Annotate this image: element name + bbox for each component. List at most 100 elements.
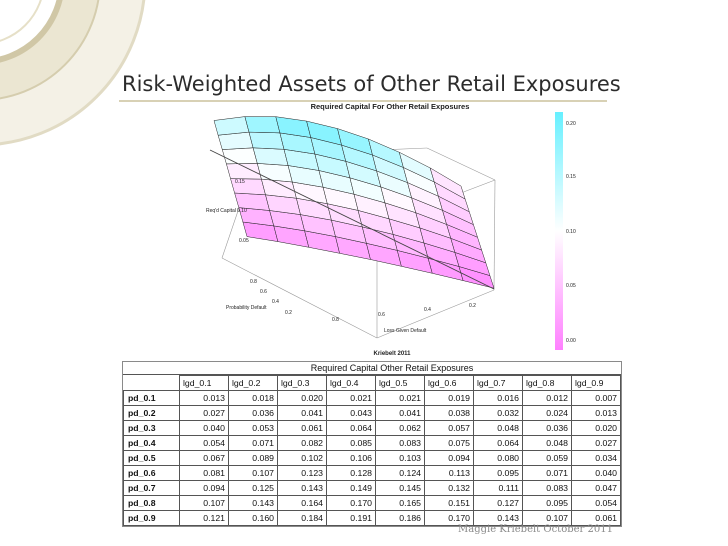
table-cell: 0.036 <box>522 420 572 436</box>
decor-circle-core <box>0 0 42 42</box>
table-cell: 0.128 <box>326 465 376 481</box>
table-cell: 0.019 <box>424 390 474 406</box>
table-cell: 0.021 <box>375 390 425 406</box>
y-tick: 0.4 <box>272 299 279 305</box>
surface-patch <box>248 131 285 150</box>
table-cell: 0.145 <box>375 480 425 496</box>
table-cell: 0.102 <box>277 450 327 466</box>
column-header: lgd_0.3 <box>277 375 327 391</box>
row-label: pd_0.9 <box>123 510 180 526</box>
table-cell: 0.024 <box>522 405 572 421</box>
table-cell: 0.059 <box>522 450 572 466</box>
x-tick: 0.4 <box>424 307 431 313</box>
table-cell: 0.165 <box>375 495 425 511</box>
table-cell: 0.143 <box>473 510 523 526</box>
column-header: lgd_0.7 <box>473 375 523 391</box>
chart-caption: Kriebelt 2011 <box>373 351 411 357</box>
y-axis-label: Probability Default <box>226 305 267 311</box>
z-axis-label: Req'd Capital <box>206 208 236 214</box>
table-cell: 0.040 <box>571 465 621 481</box>
surface-chart: Required Capital For Other Retail Exposu… <box>206 102 576 357</box>
table-cell: 0.047 <box>571 480 621 496</box>
table-cell: 0.041 <box>277 405 327 421</box>
table-cell: 0.043 <box>326 405 376 421</box>
table-cell: 0.041 <box>375 405 425 421</box>
slide-decoration <box>0 0 146 146</box>
colorbar-tick: 0.20 <box>566 121 576 127</box>
table-cell: 0.054 <box>179 435 229 451</box>
table-row: pd_0.4 0.054 0.071 0.082 0.085 0.083 0.075 0.06… <box>123 435 621 451</box>
table-cell: 0.186 <box>375 510 425 526</box>
table-body: pd_0.1 0.013 0.018 0.020 0.021 0.021 0.019 0.01… <box>123 390 621 526</box>
table-cell: 0.094 <box>424 450 474 466</box>
table-cell: 0.111 <box>473 480 523 496</box>
table-row: pd_0.6 0.081 0.107 0.123 0.128 0.124 0.113 0.09… <box>123 465 621 481</box>
table-cell: 0.040 <box>179 420 229 436</box>
row-label: pd_0.5 <box>123 450 180 466</box>
table-cell: 0.071 <box>228 435 278 451</box>
table-cell: 0.107 <box>179 495 229 511</box>
column-header: lgd_0.5 <box>375 375 425 391</box>
table-cell: 0.064 <box>473 435 523 451</box>
table-cell: 0.012 <box>522 390 572 406</box>
row-label: pd_0.6 <box>123 465 180 481</box>
row-label: pd_0.4 <box>123 435 180 451</box>
y-tick: 0.2 <box>285 310 292 316</box>
title-rule <box>119 100 607 102</box>
chart-title: Required Capital For Other Retail Exposu… <box>311 102 470 111</box>
table-cell: 0.124 <box>375 465 425 481</box>
y-tick: 0.6 <box>260 289 267 295</box>
table-cell: 0.089 <box>228 450 278 466</box>
table-cell: 0.016 <box>473 390 523 406</box>
surface-patch <box>244 116 281 134</box>
table-cell: 0.048 <box>522 435 572 451</box>
column-header: lgd_0.9 <box>571 375 621 391</box>
table-row: pd_0.1 0.013 0.018 0.020 0.021 0.021 0.019 0.01… <box>123 390 621 406</box>
table-cell: 0.020 <box>277 390 327 406</box>
column-header: lgd_0.2 <box>228 375 278 391</box>
colorbar-tick: 0.15 <box>566 174 576 180</box>
table-cell: 0.027 <box>571 435 621 451</box>
row-label: pd_0.7 <box>123 480 180 496</box>
column-header: lgd_0.4 <box>326 375 376 391</box>
table-cell: 0.032 <box>473 405 523 421</box>
table-cell: 0.082 <box>277 435 327 451</box>
column-header: lgd_0.6 <box>424 375 474 391</box>
colorbar-tick: 0.00 <box>566 338 576 344</box>
z-tick: 0.05 <box>239 238 249 244</box>
x-axis-label: Loss Given Default <box>384 328 427 334</box>
surface-patch <box>429 167 466 200</box>
x-tick: 0.8 <box>332 317 339 323</box>
table-cell: 0.164 <box>277 495 327 511</box>
table-cell: 0.061 <box>571 510 621 526</box>
table-cell: 0.007 <box>571 390 621 406</box>
colorbar-tick: 0.10 <box>566 229 576 235</box>
surface-patch <box>226 163 262 180</box>
column-header: lgd_0.8 <box>522 375 572 391</box>
table-cell: 0.143 <box>228 495 278 511</box>
z-tick: 0.15 <box>235 179 245 185</box>
z-tick: 0.10 <box>237 208 247 214</box>
table-cell: 0.107 <box>228 465 278 481</box>
table-cell: 0.053 <box>228 420 278 436</box>
table-cell: 0.020 <box>571 420 621 436</box>
table-cell: 0.121 <box>179 510 229 526</box>
table-cell: 0.021 <box>326 390 376 406</box>
table-row: pd_0.5 0.067 0.089 0.102 0.106 0.103 0.094 0.08… <box>123 450 621 466</box>
colorbar <box>555 112 563 350</box>
table-title: Required Capital Other Retail Exposures <box>123 362 621 375</box>
row-label: pd_0.1 <box>123 390 180 406</box>
table-row: pd_0.2 0.027 0.036 0.041 0.043 0.041 0.038 0.03… <box>123 405 621 421</box>
table-cell: 0.127 <box>473 495 523 511</box>
table-cell: 0.048 <box>473 420 523 436</box>
table-cell: 0.095 <box>473 465 523 481</box>
table-row: pd_0.3 0.040 0.053 0.061 0.064 0.062 0.057 0.04… <box>123 420 621 436</box>
table-cell: 0.061 <box>277 420 327 436</box>
table-cell: 0.057 <box>424 420 474 436</box>
table-cell: 0.064 <box>326 420 376 436</box>
table-cell: 0.071 <box>522 465 572 481</box>
table-cell: 0.094 <box>179 480 229 496</box>
table-cell: 0.113 <box>424 465 474 481</box>
table-cell: 0.085 <box>326 435 376 451</box>
table-corner-cell <box>123 375 180 391</box>
